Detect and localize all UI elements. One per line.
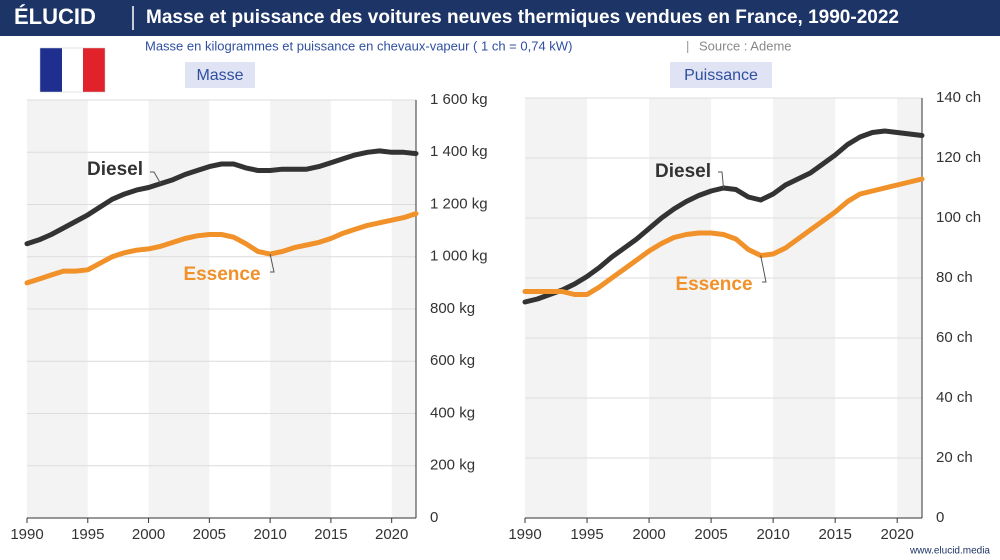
y-tick-label: 1 400 kg <box>430 143 488 160</box>
header-bar <box>0 0 1000 36</box>
panel-title: Masse <box>196 67 243 84</box>
flag-white <box>62 48 83 92</box>
y-tick-label: 120 ch <box>936 149 981 166</box>
leader-line <box>718 171 724 189</box>
y-tick-label: 20 ch <box>936 449 973 466</box>
x-tick-label: 2020 <box>881 526 914 543</box>
line-series <box>24 148 419 247</box>
x-tick-label: 2005 <box>193 526 226 543</box>
flag-blue <box>40 48 62 92</box>
x-tick-label: 1995 <box>71 526 104 543</box>
band <box>897 98 922 518</box>
brand: ÉLUCID <box>14 4 96 29</box>
subtitle: Masse en kilogrammes et puissance en che… <box>145 38 572 53</box>
band <box>525 98 588 518</box>
band <box>773 98 836 518</box>
x-tick-label: 2000 <box>632 526 665 543</box>
series-label: Essence <box>183 264 260 285</box>
footer: www.elucid.media <box>909 546 990 557</box>
y-tick-label: 1 600 kg <box>430 91 488 108</box>
y-tick-label: 1 200 kg <box>430 195 488 212</box>
flag-red <box>83 48 105 92</box>
y-tick-label: 100 ch <box>936 209 981 226</box>
series-label: Essence <box>675 274 752 295</box>
y-tick-label: 80 ch <box>936 269 973 286</box>
x-tick-label: 2010 <box>253 526 286 543</box>
flag-border <box>39 47 106 93</box>
y-tick-label: 60 ch <box>936 329 973 346</box>
leader-line <box>269 254 275 273</box>
leader-line <box>760 255 767 283</box>
panel: Masse 0 200 kg 400 kg 600 kg 800 kg 1 000 kg 1 … <box>10 62 488 543</box>
line-series <box>24 211 419 286</box>
panel: Puissance 0 20 ch 40 ch 60 ch 80 ch 100 ch 120 … <box>508 62 981 543</box>
title: Masse et puissance des voitures neuves t… <box>146 7 899 28</box>
y-tick-label: 400 kg <box>430 404 475 421</box>
x-tick-label: 2000 <box>132 526 165 543</box>
panel-title: Puissance <box>684 67 758 84</box>
x-tick-label: 1995 <box>570 526 603 543</box>
y-tick-label: 140 ch <box>936 89 981 106</box>
y-tick-label: 600 kg <box>430 352 475 369</box>
y-tick-label: 0 <box>430 509 438 526</box>
line-series <box>522 176 925 297</box>
x-tick-label: 2020 <box>375 526 408 543</box>
series-label: Diesel <box>655 161 711 182</box>
source: Source : Ademe <box>699 38 792 53</box>
panel-title-box <box>670 62 772 88</box>
y-tick-label: 0 <box>936 509 944 526</box>
flag <box>39 47 106 93</box>
x-tick-label: 1990 <box>10 526 43 543</box>
band <box>649 98 712 518</box>
x-tick-label: 2005 <box>694 526 727 543</box>
panel-title-box <box>185 62 255 88</box>
series-label: Diesel <box>87 159 143 180</box>
y-tick-label: 1 000 kg <box>430 248 488 265</box>
y-tick-label: 40 ch <box>936 389 973 406</box>
x-tick-label: 2015 <box>818 526 851 543</box>
x-tick-label: 1990 <box>508 526 541 543</box>
separator: | <box>686 38 689 53</box>
leader-line <box>150 171 162 184</box>
y-tick-label: 200 kg <box>430 457 475 474</box>
y-tick-label: 800 kg <box>430 300 475 317</box>
x-tick-label: 2015 <box>314 526 347 543</box>
x-tick-label: 2010 <box>756 526 789 543</box>
